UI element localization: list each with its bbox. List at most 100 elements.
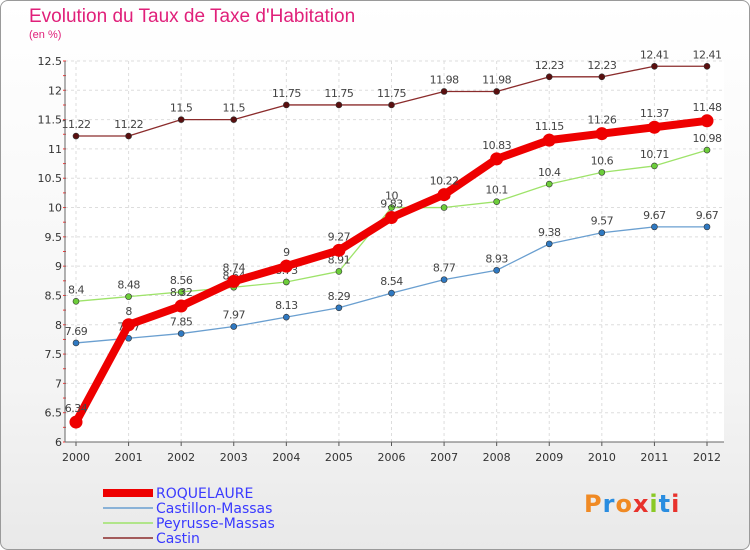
logo-letter: x (632, 490, 650, 518)
x-tick-label: 2007 (430, 451, 458, 464)
data-point-castin (177, 116, 185, 123)
data-label-castillon-massas: 7.85 (170, 316, 193, 329)
data-point-peyrusse-massas (72, 298, 80, 305)
y-tick-label: 6.5 (45, 407, 63, 420)
y-tick-label: 9 (55, 260, 62, 273)
data-point-castillon-massas (493, 266, 500, 274)
data-point-roquelaure (647, 120, 661, 134)
data-point-castin (440, 88, 448, 95)
data-point-roquelaure (490, 152, 504, 166)
data-label-castin: 12.23 (587, 59, 616, 72)
data-label-roquelaure: 8 (125, 305, 132, 318)
data-label-roquelaure: 11.48 (693, 101, 722, 114)
data-point-roquelaure (174, 299, 188, 313)
data-point-peyrusse-massas (493, 198, 500, 205)
data-point-castin (72, 132, 80, 140)
data-point-castillon-massas (651, 223, 658, 231)
logo-letter: o (615, 490, 633, 518)
y-tick-label: 12 (48, 84, 62, 97)
data-point-castin (493, 88, 500, 95)
data-point-castin (125, 132, 132, 140)
data-label-roquelaure: 10.22 (430, 175, 459, 188)
data-label-roquelaure: 8.74 (223, 261, 246, 274)
chart-title: Evolution du Taux de Taxe d'Habitation (29, 6, 356, 27)
data-point-castin (230, 116, 238, 123)
data-label-roquelaure: 6.34 (65, 402, 88, 415)
data-label-peyrusse-massas: 10.4 (538, 166, 561, 179)
logo-letter: i (671, 490, 681, 518)
data-label-roquelaure: 11.15 (535, 120, 564, 133)
y-tick-label: 10.5 (38, 172, 63, 185)
data-point-roquelaure (700, 114, 714, 128)
proxiti-logo: Proxiti (584, 490, 680, 518)
data-point-roquelaure (385, 211, 398, 225)
data-label-peyrusse-massas: 8.48 (117, 279, 140, 292)
x-tick-label: 2002 (167, 451, 195, 464)
data-point-roquelaure (332, 243, 346, 257)
data-point-castillon-massas (598, 229, 606, 237)
data-label-castin: 12.41 (640, 48, 669, 61)
x-tick-label: 2008 (483, 451, 511, 464)
x-tick-label: 2003 (220, 451, 248, 464)
logo-letter: i (649, 490, 659, 518)
data-label-castillon-massas: 8.29 (328, 290, 351, 303)
data-label-castillon-massas: 8.54 (380, 275, 403, 288)
data-label-peyrusse-massas: 10.71 (640, 148, 669, 161)
legend-label: Castillon-Massas (156, 501, 272, 517)
data-label-castin: 11.75 (324, 87, 353, 100)
data-label-roquelaure: 10.83 (482, 139, 511, 152)
data-point-roquelaure (542, 133, 556, 147)
data-point-castillon-massas (283, 313, 290, 321)
data-label-roquelaure: 11.37 (640, 107, 669, 120)
plot-area (65, 61, 724, 442)
data-label-roquelaure: 8.32 (170, 286, 193, 299)
data-label-peyrusse-massas: 10.6 (591, 154, 614, 167)
data-label-castin: 11.22 (114, 118, 143, 131)
x-tick-label: 2006 (378, 451, 406, 464)
logo-letter: t (658, 490, 672, 518)
data-label-castin: 11.75 (272, 87, 301, 100)
series-castin: 11.22 11.22 11.5 11.5 11.75 11.75 11.75 11.98 11… (62, 48, 722, 140)
data-point-peyrusse-massas (440, 204, 448, 211)
data-point-peyrusse-massas (598, 169, 606, 176)
data-label-castin: 11.22 (62, 118, 91, 131)
data-point-roquelaure (595, 127, 609, 141)
data-label-castillon-massas: 8.77 (433, 262, 456, 275)
data-point-castillon-massas (335, 304, 343, 312)
data-label-castillon-massas: 8.93 (485, 252, 508, 265)
data-label-peyrusse-massas: 8.56 (170, 274, 193, 287)
chart-unit-subtitle: (en %) (29, 29, 62, 41)
x-tick-label: 2001 (115, 451, 143, 464)
data-label-peyrusse-massas: 10.1 (485, 184, 508, 197)
data-point-roquelaure (122, 318, 136, 332)
data-label-roquelaure: 9 (283, 246, 290, 259)
data-point-roquelaure (279, 259, 293, 273)
data-label-castillon-massas: 7.69 (65, 325, 88, 338)
data-point-castillon-massas (703, 223, 711, 231)
y-tick-label: 8.5 (45, 289, 63, 302)
data-label-castin: 11.5 (223, 102, 246, 115)
data-label-castin: 11.98 (430, 73, 459, 86)
y-tick-label: 10 (48, 202, 62, 215)
data-point-peyrusse-massas (125, 293, 132, 300)
data-label-castin: 11.5 (170, 102, 193, 115)
data-label-roquelaure: 11.26 (587, 114, 616, 127)
x-tick-label: 2009 (535, 451, 563, 464)
legend-label: Peyrusse-Massas (156, 516, 275, 532)
y-tick-label: 12.5 (38, 55, 63, 68)
data-point-castin (545, 73, 553, 81)
data-label-castin: 11.98 (482, 73, 511, 86)
data-label-castillon-massas: 9.67 (696, 209, 719, 222)
series-roquelaure: 6.34 8 8.32 8.74 9 9.27 9.83 10.22 10.83 11.15 11.… (65, 101, 722, 429)
data-point-castin (651, 62, 658, 70)
legend: ROQUELAURECastillon-MassasPeyrusse-Massa… (103, 486, 275, 547)
logo-letter: P (584, 490, 603, 518)
data-label-castillon-massas: 9.38 (538, 226, 561, 239)
data-point-roquelaure (227, 274, 241, 288)
data-point-castin (598, 73, 606, 81)
data-point-peyrusse-massas (335, 268, 343, 275)
data-label-peyrusse-massas: 8.91 (328, 253, 351, 266)
series-castillon-massas: 7.697.777.857.978.138.298.548.778.939.38… (65, 209, 719, 347)
